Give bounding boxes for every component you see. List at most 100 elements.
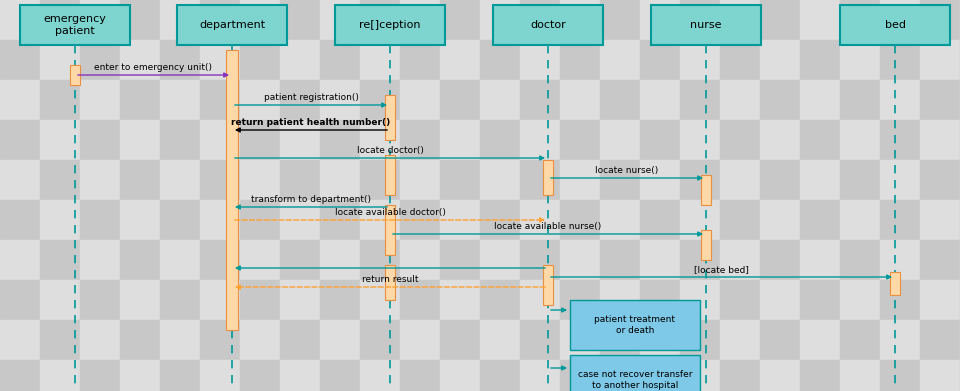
Bar	[840, 0, 880, 40]
Bar	[680, 40, 720, 80]
Bar	[400, 280, 440, 320]
Bar	[0, 280, 40, 320]
Bar	[480, 240, 520, 280]
Bar	[680, 120, 720, 160]
Bar	[160, 320, 200, 360]
Bar	[840, 120, 880, 160]
Bar	[80, 160, 120, 200]
Bar	[800, 80, 840, 120]
Bar	[880, 0, 920, 40]
Bar	[880, 200, 920, 240]
Bar	[200, 120, 240, 160]
Text: return result: return result	[362, 275, 419, 284]
Bar	[80, 40, 120, 80]
Bar	[840, 240, 880, 280]
Text: patient treatment
or death: patient treatment or death	[594, 315, 676, 335]
Bar	[760, 280, 800, 320]
Bar	[240, 320, 280, 360]
Bar	[440, 200, 480, 240]
Bar	[400, 160, 440, 200]
FancyBboxPatch shape	[385, 205, 395, 255]
Bar	[440, 120, 480, 160]
Bar	[840, 320, 880, 360]
Bar	[680, 240, 720, 280]
Bar	[0, 320, 40, 360]
Bar	[760, 200, 800, 240]
Bar	[40, 320, 80, 360]
Bar	[240, 80, 280, 120]
Bar	[440, 40, 480, 80]
Bar	[920, 360, 960, 391]
Bar	[40, 160, 80, 200]
Bar	[720, 0, 760, 40]
Bar	[80, 120, 120, 160]
Bar	[720, 240, 760, 280]
Bar	[800, 320, 840, 360]
Bar	[640, 80, 680, 120]
Bar	[760, 80, 800, 120]
Bar	[160, 240, 200, 280]
Bar	[160, 40, 200, 80]
Bar	[480, 0, 520, 40]
Bar	[600, 40, 640, 80]
Bar	[760, 40, 800, 80]
Bar	[520, 80, 560, 120]
Bar	[80, 0, 120, 40]
Text: [locate bed]: [locate bed]	[694, 265, 749, 274]
Bar	[80, 200, 120, 240]
Bar	[680, 360, 720, 391]
Text: return patient health number(): return patient health number()	[231, 118, 391, 127]
Bar	[320, 320, 360, 360]
Bar	[0, 80, 40, 120]
Bar	[320, 160, 360, 200]
Bar	[400, 240, 440, 280]
Bar	[320, 80, 360, 120]
Bar	[920, 240, 960, 280]
FancyBboxPatch shape	[543, 265, 553, 305]
Bar	[200, 0, 240, 40]
Bar	[160, 0, 200, 40]
Bar	[800, 280, 840, 320]
Bar	[160, 280, 200, 320]
Bar	[320, 360, 360, 391]
Bar	[120, 80, 160, 120]
Bar	[920, 200, 960, 240]
Bar	[40, 80, 80, 120]
Bar	[0, 200, 40, 240]
Bar	[360, 320, 400, 360]
Bar	[600, 0, 640, 40]
Bar	[160, 160, 200, 200]
Bar	[240, 120, 280, 160]
Bar	[120, 280, 160, 320]
Bar	[840, 360, 880, 391]
Bar	[560, 200, 600, 240]
Bar	[640, 40, 680, 80]
Text: re[]ception: re[]ception	[359, 20, 420, 30]
Bar	[240, 0, 280, 40]
Bar	[40, 0, 80, 40]
FancyBboxPatch shape	[570, 355, 700, 391]
Bar	[280, 280, 320, 320]
Text: department: department	[199, 20, 265, 30]
FancyBboxPatch shape	[177, 5, 287, 45]
Bar	[360, 200, 400, 240]
Bar	[600, 200, 640, 240]
FancyBboxPatch shape	[385, 95, 395, 140]
Text: locate available doctor(): locate available doctor()	[335, 208, 445, 217]
Bar	[40, 280, 80, 320]
Bar	[840, 160, 880, 200]
Bar	[640, 320, 680, 360]
Bar	[760, 120, 800, 160]
Bar	[880, 80, 920, 120]
Bar	[680, 0, 720, 40]
Bar	[560, 120, 600, 160]
FancyBboxPatch shape	[385, 155, 395, 195]
Bar	[120, 200, 160, 240]
Bar	[280, 240, 320, 280]
Bar	[560, 360, 600, 391]
Bar	[760, 240, 800, 280]
Bar	[360, 0, 400, 40]
Bar	[760, 320, 800, 360]
Bar	[360, 160, 400, 200]
Bar	[800, 200, 840, 240]
